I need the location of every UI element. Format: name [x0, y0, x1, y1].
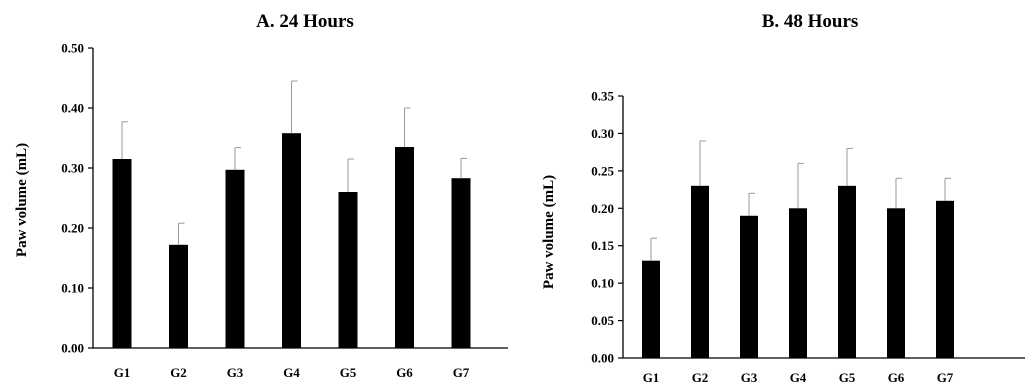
bar-g7: [936, 200, 954, 358]
y-tick-label: 0.30: [591, 126, 614, 141]
x-tick-label: G4: [283, 365, 300, 380]
x-tick-label: G5: [839, 370, 856, 385]
bar-g1: [642, 260, 660, 358]
x-tick-label: G6: [396, 365, 413, 380]
y-tick-label: 0.20: [61, 221, 84, 236]
chart-title: B. 48 Hours: [762, 11, 859, 32]
chart-48-hours: B. 48 Hours Paw volume (mL) 0.00 0.05 0.10…: [541, 11, 1025, 385]
bar-g6: [887, 208, 905, 358]
y-tick-label: 0.00: [61, 341, 84, 356]
bar-g5: [338, 192, 358, 348]
bar-g3: [225, 169, 245, 348]
x-tick-label: G1: [643, 370, 660, 385]
bar-g5: [838, 185, 856, 358]
x-tick-label: G7: [937, 370, 954, 385]
bar-g4: [282, 133, 301, 348]
y-tick-label: 0.15: [591, 238, 614, 253]
y-axis-label: Paw volume (mL): [14, 143, 30, 257]
x-tick-label: G1: [114, 365, 131, 380]
y-tick-label: 0.25: [591, 163, 614, 178]
x-tick-label: G2: [170, 365, 187, 380]
bar-g1: [112, 159, 132, 348]
y-tick-label: 0.05: [591, 313, 614, 328]
y-tick-label: 0.10: [61, 281, 84, 296]
bar-g3: [740, 215, 758, 358]
chart-title: A. 24 Hours: [256, 11, 354, 32]
x-tick-label: G7: [453, 365, 470, 380]
bar-g2: [169, 244, 188, 348]
bar-g4: [789, 208, 807, 358]
y-tick-label: 0.20: [591, 201, 614, 216]
y-tick-label: 0.50: [61, 41, 84, 56]
x-tick-label: G6: [888, 370, 905, 385]
x-tick-label: G2: [692, 370, 709, 385]
bar-g6: [395, 147, 414, 348]
x-tick-label: G3: [741, 370, 758, 385]
x-tick-label: G3: [227, 365, 244, 380]
x-tick-label: G4: [790, 370, 807, 385]
bar-g2: [691, 185, 709, 358]
y-axis-label: Paw volume (mL): [541, 175, 557, 289]
bar-g7: [451, 178, 471, 348]
chart-24-hours: A. 24 Hours Paw volume (mL) 0.00 0.10 0.20…: [14, 11, 508, 380]
y-tick-label: 0.30: [61, 161, 84, 176]
y-tick-label: 0.10: [591, 276, 614, 291]
y-tick-label: 0.40: [61, 101, 84, 116]
x-tick-label: G5: [340, 365, 357, 380]
y-tick-label: 0.35: [591, 89, 614, 104]
y-tick-label: 0.00: [591, 351, 614, 366]
